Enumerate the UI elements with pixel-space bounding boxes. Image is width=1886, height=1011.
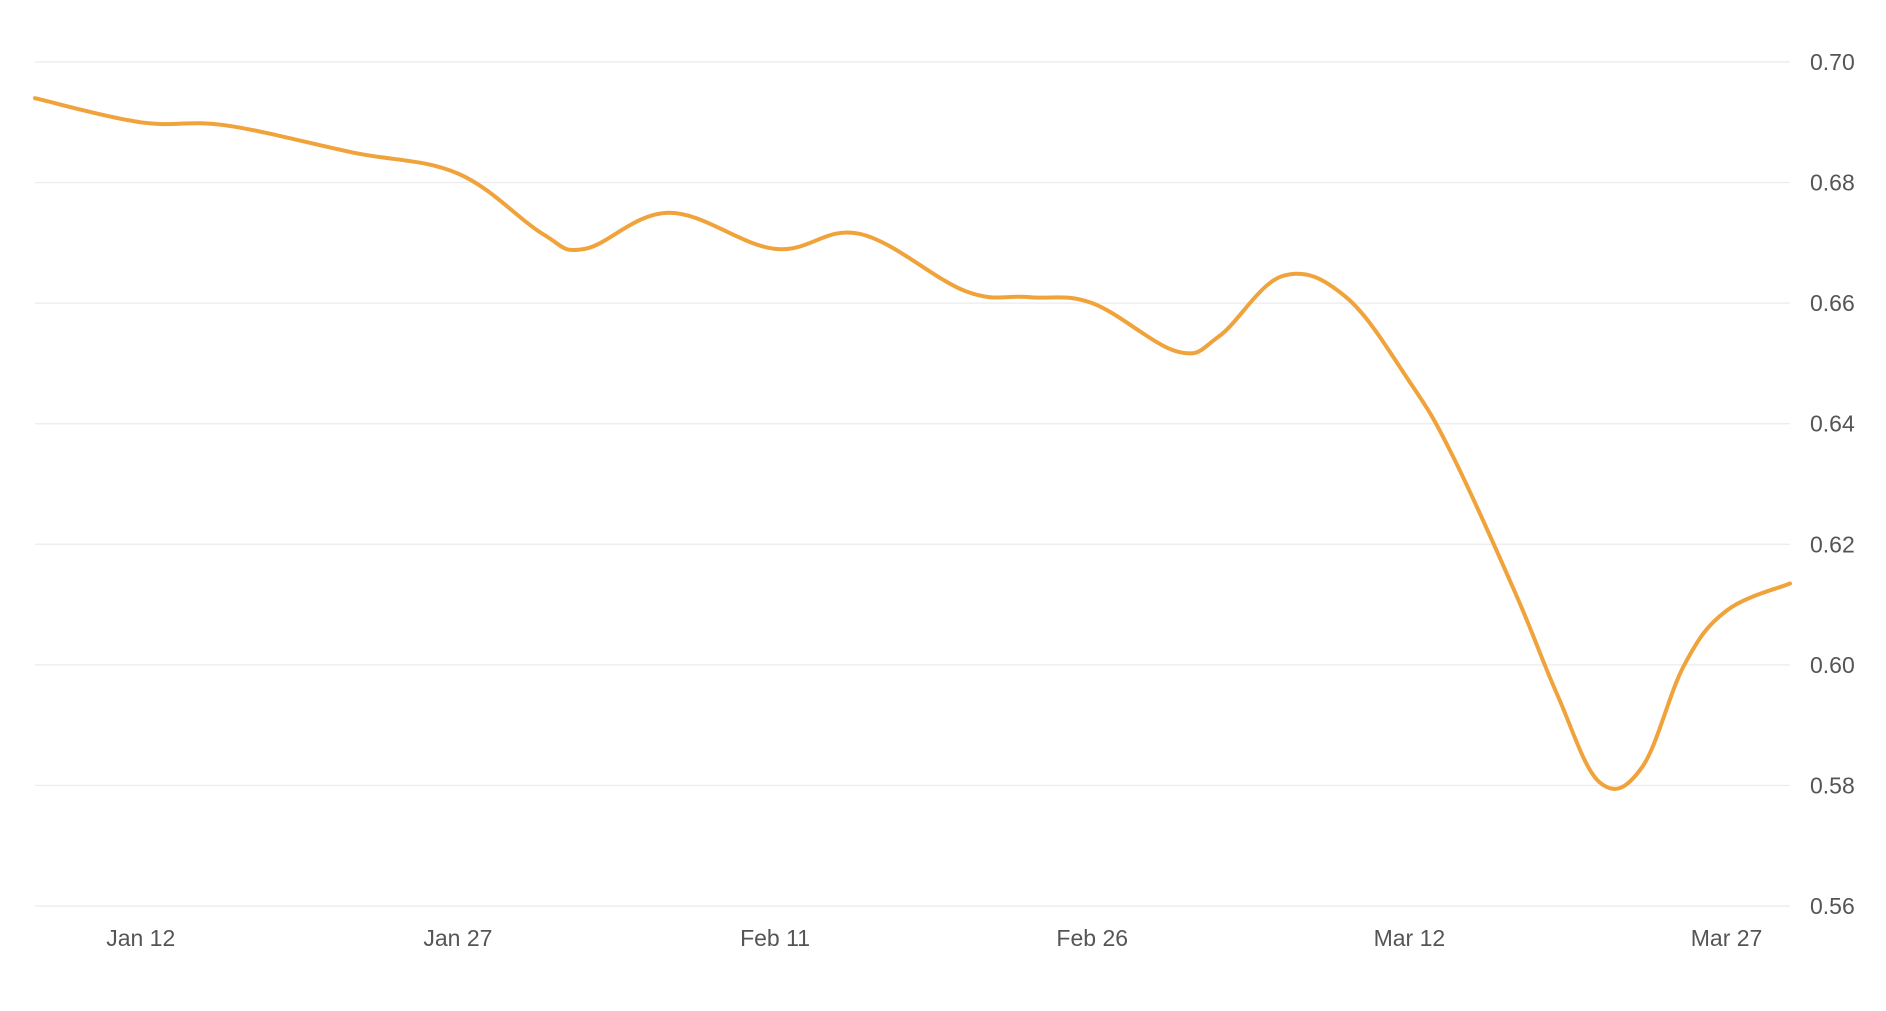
x-tick-label: Jan 27 (423, 925, 492, 951)
series-line (33, 96, 1792, 791)
y-tick-label: 0.62 (1810, 531, 1855, 557)
y-tick-label: 0.56 (1810, 893, 1855, 919)
y-tick-label: 0.64 (1810, 411, 1855, 437)
y-tick-label: 0.60 (1810, 652, 1855, 678)
x-tick-label: Feb 11 (740, 925, 810, 951)
y-tick-label: 0.66 (1810, 290, 1855, 316)
x-tick-label: Mar 12 (1374, 925, 1446, 951)
y-tick-label: 0.58 (1810, 772, 1855, 798)
x-axis-tick-labels: Jan 12 Jan 27 Feb 11 Feb 26 Mar 12 Mar 27 (106, 925, 1762, 951)
x-tick-label: Feb 26 (1056, 925, 1128, 951)
y-tick-label: 0.70 (1810, 49, 1855, 75)
y-axis-tick-labels: 0.56 0.58 0.60 0.62 0.64 0.66 0.68 0.70 (1810, 49, 1855, 919)
series-layer (33, 96, 1792, 791)
gridlines (35, 61, 1790, 907)
x-tick-label: Jan 12 (106, 925, 175, 951)
x-tick-label: Mar 27 (1691, 925, 1763, 951)
y-tick-label: 0.68 (1810, 170, 1855, 196)
